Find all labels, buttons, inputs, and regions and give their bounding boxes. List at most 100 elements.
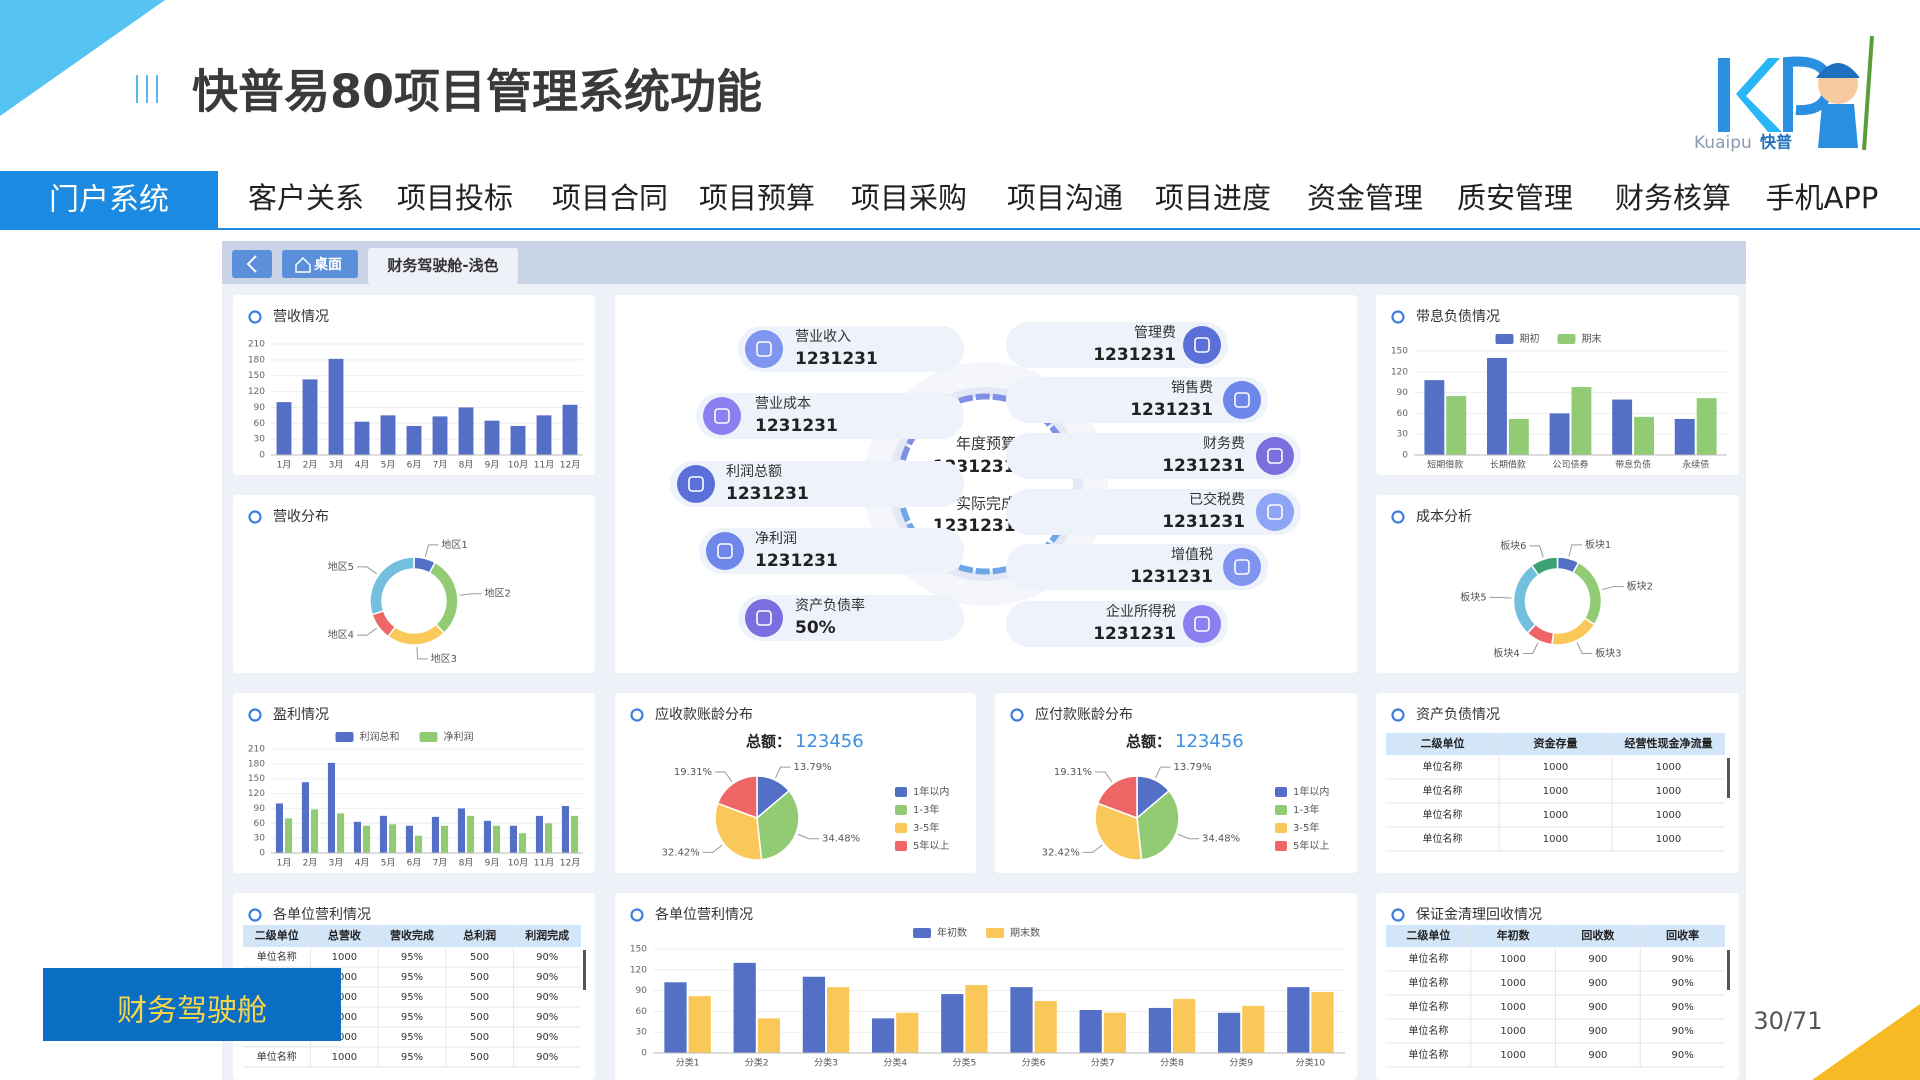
- legend-label: 期末: [1582, 332, 1602, 345]
- bar: [285, 818, 293, 853]
- y-tick-label: 0: [259, 451, 265, 461]
- table-cell: 90%: [536, 1052, 558, 1063]
- nav-item[interactable]: 客户关系: [248, 181, 364, 215]
- nav-item[interactable]: 资金管理: [1307, 181, 1423, 215]
- bar: [965, 985, 988, 1053]
- mascot-hat: [1816, 63, 1860, 78]
- nav-item[interactable]: 项目进度: [1155, 181, 1271, 215]
- y-tick-label: 180: [248, 759, 265, 769]
- nav-item[interactable]: 项目采购: [851, 181, 967, 215]
- panel-icon: [248, 908, 262, 922]
- table-header-bg: [243, 925, 581, 947]
- x-tick-label: 分类3: [814, 1057, 838, 1069]
- bar: [1034, 1001, 1057, 1053]
- legend-swatch: [1275, 787, 1287, 797]
- table-cell: 90%: [536, 972, 558, 983]
- leader-line: [357, 566, 378, 575]
- table-header: 经营性现金净流量: [1625, 736, 1713, 750]
- bar: [415, 835, 423, 853]
- bar: [1508, 418, 1529, 455]
- leader-line: [775, 766, 791, 779]
- scrollbar: [583, 950, 586, 990]
- bar: [802, 976, 825, 1053]
- y-tick-label: 30: [254, 834, 266, 844]
- leader-line: [1529, 545, 1544, 558]
- kpi-icon: [703, 397, 741, 435]
- legend-swatch: [419, 732, 438, 742]
- bar: [1549, 413, 1570, 455]
- panel-icon: [1010, 708, 1024, 722]
- panel-title: 营收分布: [273, 509, 329, 525]
- bar: [1674, 418, 1695, 455]
- bar: [276, 402, 292, 455]
- nav-item[interactable]: 项目投标: [397, 181, 513, 215]
- x-tick-label: 分类7: [1091, 1057, 1115, 1069]
- kpi-pill: [1006, 433, 1301, 479]
- table-cell: 1000: [1500, 1002, 1525, 1013]
- slice-label: 地区3: [431, 652, 457, 665]
- y-tick-label: 210: [248, 745, 265, 755]
- nav-item[interactable]: 项目合同: [552, 181, 668, 215]
- bar: [545, 823, 553, 853]
- table-cell: 500: [470, 1032, 489, 1043]
- kpi-item-label: 营业收入: [795, 329, 851, 345]
- bar: [363, 825, 371, 853]
- table-cell: 单位名称: [1423, 808, 1463, 821]
- panel: [995, 693, 1357, 873]
- bar: [871, 1018, 895, 1053]
- kpi-icon-glyph: [1234, 559, 1250, 575]
- bar: [467, 815, 475, 853]
- kpi-pill: [1006, 601, 1228, 647]
- x-tick-label: 2月: [303, 460, 318, 471]
- kpi-label: 年度预算: [956, 435, 1016, 453]
- slice-label: 32.42%: [1042, 847, 1080, 858]
- legend-swatch: [1275, 841, 1287, 851]
- kpi-icon-glyph: [1234, 392, 1250, 408]
- panel: [233, 495, 595, 673]
- x-tick-label: 8月: [459, 460, 474, 471]
- nav-item[interactable]: 财务核算: [1615, 181, 1731, 215]
- kpi-item-value: 1231231: [1093, 624, 1176, 644]
- table-cell: 90%: [536, 1012, 558, 1023]
- back-button[interactable]: [232, 250, 272, 278]
- legend-label: 1年以内: [913, 785, 949, 798]
- legend-swatch: [895, 823, 907, 833]
- legend-swatch: [913, 928, 931, 938]
- nav-item[interactable]: 项目沟通: [1007, 181, 1123, 215]
- leader-line: [702, 844, 723, 853]
- panel-title: 营收情况: [273, 309, 329, 325]
- kpi-icon: [1183, 605, 1221, 643]
- bar: [1148, 1007, 1171, 1053]
- legend-swatch: [335, 732, 354, 742]
- panel-icon: [630, 708, 644, 722]
- slice-label: 34.48%: [1202, 834, 1240, 845]
- nav-item[interactable]: 质安管理: [1457, 181, 1573, 215]
- nav-active[interactable]: 门户系统: [49, 183, 169, 218]
- panel: [233, 693, 595, 873]
- bar: [1173, 998, 1196, 1053]
- tab-active[interactable]: [368, 248, 518, 284]
- table-cell: 95%: [401, 992, 423, 1003]
- tab-label[interactable]: 财务驾驶舱-浅色: [387, 257, 498, 275]
- legend-swatch: [1495, 334, 1514, 344]
- table-cell: 1000: [1500, 1050, 1525, 1061]
- bar: [896, 1012, 919, 1053]
- table-cell: 1000: [1500, 1026, 1525, 1037]
- back-icon: [246, 255, 257, 273]
- panel-icon: [248, 708, 262, 722]
- bar: [1010, 987, 1033, 1053]
- kpi-pill: [1006, 322, 1228, 368]
- tab-label[interactable]: 桌面: [314, 256, 342, 273]
- table-header: 二级单位: [1421, 736, 1465, 750]
- table-cell: 95%: [401, 952, 423, 963]
- nav-item[interactable]: 手机APP: [1766, 181, 1879, 215]
- leader-line: [797, 833, 820, 840]
- y-tick-label: 90: [1397, 388, 1409, 398]
- table-header: 总营收: [328, 928, 361, 942]
- tab-home[interactable]: [282, 250, 358, 278]
- nav-item[interactable]: 项目预算: [699, 181, 815, 215]
- table-cell: 500: [470, 1012, 489, 1023]
- kpi-icon-glyph: [717, 543, 733, 559]
